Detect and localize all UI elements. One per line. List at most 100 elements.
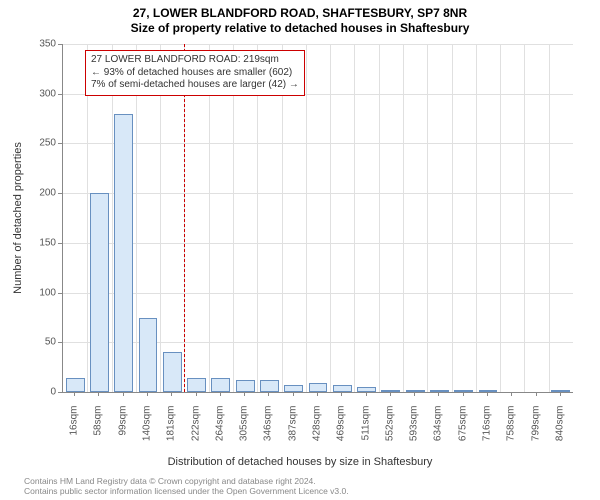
x-tick-mark [463, 392, 464, 396]
x-tick-mark [196, 392, 197, 396]
gridline-v [87, 44, 88, 392]
x-tick-label: 181sqm [166, 406, 177, 464]
x-tick-mark [438, 392, 439, 396]
y-tick-label: 250 [16, 138, 56, 149]
y-tick-label: 300 [16, 88, 56, 99]
x-tick-mark [487, 392, 488, 396]
footer-line2: Contains public sector information licen… [24, 486, 349, 496]
x-tick-label: 634sqm [433, 406, 444, 464]
gridline-v [112, 44, 113, 392]
y-axis-title: Number of detached properties [12, 142, 24, 294]
x-tick-mark [268, 392, 269, 396]
y-tick-mark [58, 293, 62, 294]
x-tick-label: 305sqm [239, 406, 250, 464]
x-tick-label: 387sqm [287, 406, 298, 464]
annotation-line3: 7% of semi-detached houses are larger (4… [91, 79, 299, 92]
gridline-v [476, 44, 477, 392]
gridline-v [549, 44, 550, 392]
x-tick-label: 675sqm [457, 406, 468, 464]
gridline-v [209, 44, 210, 392]
footer: Contains HM Land Registry data © Crown c… [24, 476, 349, 496]
x-tick-mark [220, 392, 221, 396]
x-tick-mark [293, 392, 294, 396]
bar [357, 387, 376, 392]
x-tick-label: 428sqm [312, 406, 323, 464]
bar [309, 383, 328, 392]
x-tick-mark [560, 392, 561, 396]
x-tick-label: 99sqm [117, 406, 128, 464]
bar [284, 385, 303, 392]
gridline-h [63, 193, 573, 194]
chart-container: 27, LOWER BLANDFORD ROAD, SHAFTESBURY, S… [0, 0, 600, 500]
annotation-line2: ← 93% of detached houses are smaller (60… [91, 67, 299, 80]
gridline-v [306, 44, 307, 392]
bar [381, 390, 400, 392]
gridline-h [63, 143, 573, 144]
x-tick-mark [414, 392, 415, 396]
bar [187, 378, 206, 392]
gridline-h [63, 44, 573, 45]
x-tick-label: 469sqm [336, 406, 347, 464]
y-tick-mark [58, 143, 62, 144]
bar [163, 352, 182, 392]
bar [90, 193, 109, 392]
x-tick-mark [123, 392, 124, 396]
x-tick-label: 593sqm [409, 406, 420, 464]
gridline-v [500, 44, 501, 392]
page-title: 27, LOWER BLANDFORD ROAD, SHAFTESBURY, S… [0, 0, 600, 20]
gridline-v [330, 44, 331, 392]
y-tick-mark [58, 94, 62, 95]
x-tick-mark [511, 392, 512, 396]
bar [236, 380, 255, 392]
x-tick-label: 16sqm [69, 406, 80, 464]
y-tick-label: 0 [16, 387, 56, 398]
gridline-v [160, 44, 161, 392]
bar [333, 385, 352, 392]
bar [66, 378, 85, 392]
bar [114, 114, 133, 392]
x-tick-label: 758sqm [506, 406, 517, 464]
x-tick-mark [536, 392, 537, 396]
x-tick-label: 140sqm [142, 406, 153, 464]
bar [139, 318, 158, 392]
gridline-v [452, 44, 453, 392]
gridline-v [354, 44, 355, 392]
x-tick-label: 58sqm [93, 406, 104, 464]
gridline-v [403, 44, 404, 392]
x-tick-mark [341, 392, 342, 396]
x-tick-mark [390, 392, 391, 396]
gridline-v [524, 44, 525, 392]
x-tick-mark [74, 392, 75, 396]
y-tick-mark [58, 243, 62, 244]
bar [551, 390, 570, 392]
x-tick-label: 799sqm [530, 406, 541, 464]
gridline-v [427, 44, 428, 392]
y-tick-mark [58, 193, 62, 194]
x-tick-label: 552sqm [384, 406, 395, 464]
threshold-line [184, 44, 185, 392]
annotation-box: 27 LOWER BLANDFORD ROAD: 219sqm← 93% of … [85, 50, 305, 96]
y-tick-label: 50 [16, 337, 56, 348]
x-tick-mark [317, 392, 318, 396]
bar [454, 390, 473, 392]
bar [260, 380, 279, 392]
gridline-v [136, 44, 137, 392]
y-tick-mark [58, 44, 62, 45]
y-tick-mark [58, 392, 62, 393]
x-tick-mark [244, 392, 245, 396]
gridline-v [257, 44, 258, 392]
x-tick-mark [98, 392, 99, 396]
x-tick-label: 346sqm [263, 406, 274, 464]
x-tick-mark [147, 392, 148, 396]
gridline-v [233, 44, 234, 392]
x-tick-label: 222sqm [190, 406, 201, 464]
y-tick-mark [58, 342, 62, 343]
x-tick-label: 511sqm [360, 406, 371, 464]
gridline-h [63, 293, 573, 294]
gridline-v [282, 44, 283, 392]
gridline-v [379, 44, 380, 392]
x-tick-label: 264sqm [214, 406, 225, 464]
x-tick-label: 840sqm [554, 406, 565, 464]
annotation-line1: 27 LOWER BLANDFORD ROAD: 219sqm [91, 54, 299, 67]
bar [211, 378, 230, 392]
